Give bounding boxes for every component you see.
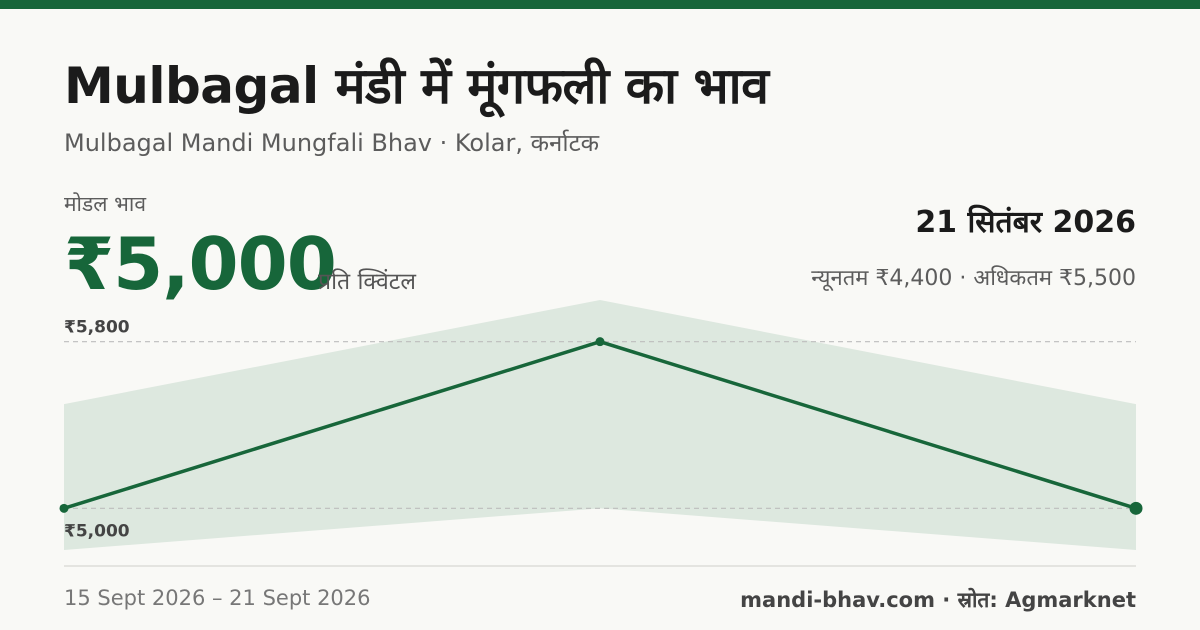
page-title: Mulbagal मंडी में मूंगफली का भाव [64,57,769,115]
y-tick-label-1: ₹5,000 [64,521,130,541]
footer-date-range: 15 Sept 2026 – 21 Sept 2026 [64,586,371,610]
modal-price-value: ₹5,000 [64,222,337,306]
footer-source: mandi-bhav.com · स्रोत: Agmarknet [740,588,1136,612]
top-accent-bar [0,0,1200,9]
min-max-price: न्यूनतम ₹4,400 · अधिकतम ₹5,500 [811,266,1136,291]
page-subtitle: Mulbagal Mandi Mungfali Bhav · Kolar, कर… [64,129,600,157]
price-range-band [64,300,1136,550]
price-unit: प्रति क्विंटल [318,269,416,295]
modal-price-label: मोडल भाव [64,192,147,216]
data-point-1 [595,337,605,347]
price-trend-chart: ₹5,800 ₹5,000 [59,300,1143,550]
price-date: 21 सितंबर 2026 [915,205,1136,240]
data-point-0 [59,503,69,513]
footer-divider [64,565,1136,567]
y-tick-label-0: ₹5,800 [64,318,130,338]
data-point-2 [1129,501,1143,515]
